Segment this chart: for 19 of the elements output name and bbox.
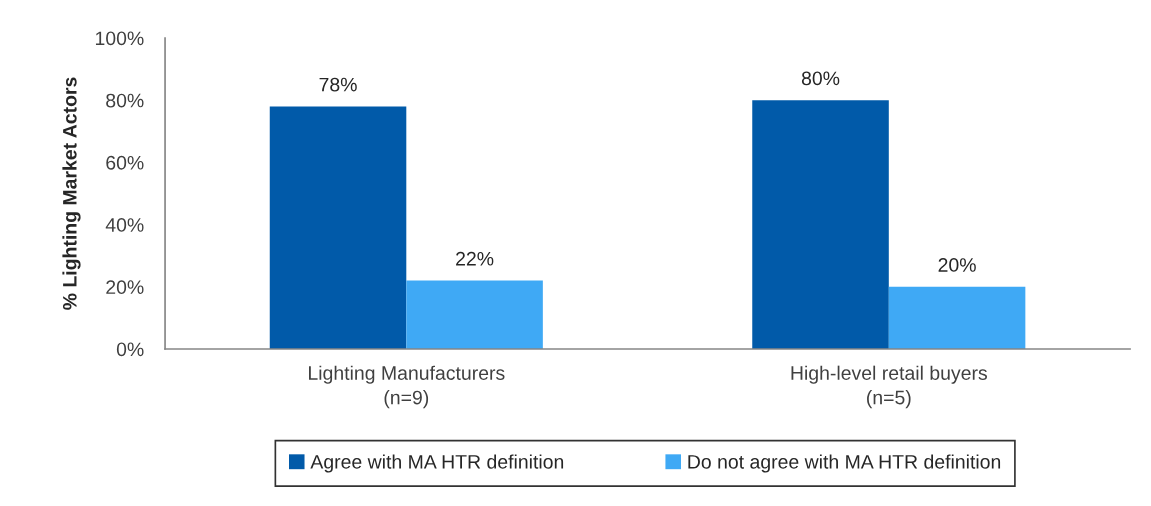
bar <box>406 280 543 349</box>
y-tick-label: 40% <box>105 218 144 232</box>
bar <box>888 286 1026 349</box>
y-axis-title: % Lighting Market Actors <box>62 77 81 310</box>
x-tick-label: Lighting Manufacturers (n=9) <box>309 365 505 409</box>
legend-label: Do not agree with MA HTR definition <box>688 454 1001 473</box>
legend-label: Agree with MA HTR definition <box>310 454 564 473</box>
y-tick-label: 60% <box>106 155 144 170</box>
data-label: 78% <box>319 77 357 92</box>
y-tick-label: 100% <box>95 31 144 46</box>
data-label: 80% <box>801 71 840 86</box>
x-tick-label: High-level retail buyers (n=5) <box>791 365 987 409</box>
y-tick-label: 0% <box>116 342 144 357</box>
bar <box>269 106 407 349</box>
data-label: 20% <box>938 258 976 272</box>
y-tick-label: 80% <box>106 93 144 108</box>
bar <box>752 100 889 349</box>
data-label: 22% <box>456 251 494 266</box>
y-tick-label: 20% <box>106 280 144 295</box>
